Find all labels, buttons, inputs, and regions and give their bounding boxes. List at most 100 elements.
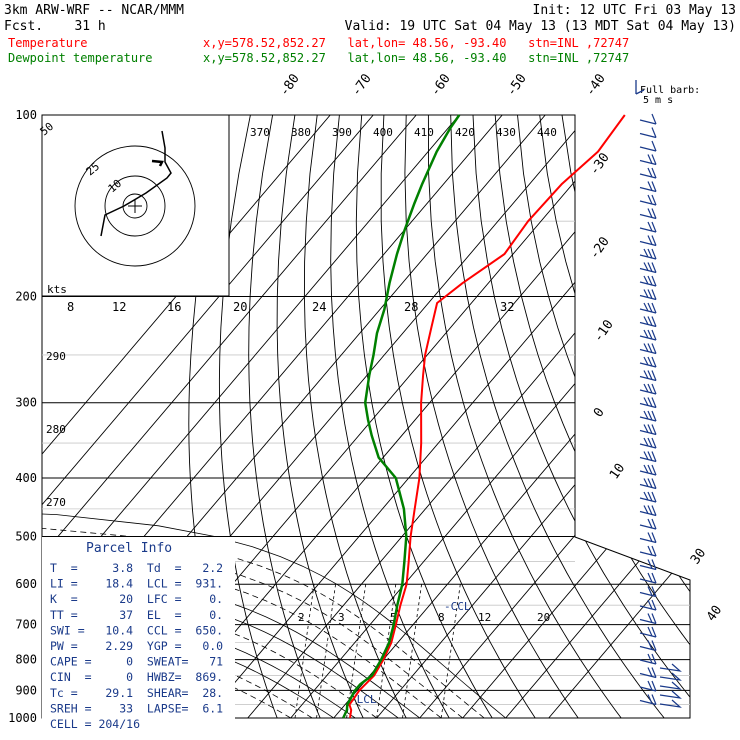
mixing-ratio-line xyxy=(402,584,423,718)
moist-adiabat-line xyxy=(42,565,377,718)
wind-barb xyxy=(639,140,657,152)
isotherm-line xyxy=(42,115,331,718)
wind-barb xyxy=(639,491,657,503)
wind-barb xyxy=(639,532,657,544)
theta-e-label: 390 xyxy=(332,126,352,139)
parcel-info-row: CELL = 204/16 xyxy=(50,717,140,731)
pressure-tick-label: 700 xyxy=(15,618,37,632)
pressure-tick-label: 300 xyxy=(15,396,37,410)
wind-barb xyxy=(639,127,657,139)
lcl-label: -LCL xyxy=(350,693,377,706)
theta-e-label: 370 xyxy=(250,126,270,139)
mixing-ratio-label: 12 xyxy=(478,611,491,624)
dewpoint-station-info: x,y=578.52,852.27 lat,lon= 48.56, -93.40… xyxy=(203,51,629,65)
theta-e-label: 410 xyxy=(414,126,434,139)
dry-adiabat-line xyxy=(696,115,740,718)
wind-barb xyxy=(639,248,657,260)
parcel-info-row: SREH = 33 LAPSE= 6.1 xyxy=(50,701,223,715)
wind-barb xyxy=(639,329,657,341)
isotherm-line xyxy=(505,115,690,718)
wind-barb xyxy=(639,653,657,665)
wind-barb xyxy=(639,410,657,422)
pressure-tick-label: 400 xyxy=(15,471,37,485)
isotherm-line xyxy=(42,115,460,718)
parcel-info-row: CIN = 0 HWBZ= 869. xyxy=(50,670,223,684)
hodograph-ring xyxy=(104,175,166,237)
parcel-info-row: PW = 2.29 YGP = 0.0 xyxy=(50,639,223,653)
temperature-legend: Temperature xyxy=(8,36,87,50)
wind-barb xyxy=(639,694,657,706)
dry-adiabat-line xyxy=(672,115,690,718)
wind-barb xyxy=(639,221,657,233)
wind-barb xyxy=(639,437,657,449)
wind-barb xyxy=(639,478,657,490)
isotherm-line xyxy=(247,115,690,718)
parcel-info-row: CAPE = 0 SWEAT= 71 xyxy=(50,655,223,669)
parcel-info-row: TT = 37 EL = 0. xyxy=(50,608,223,622)
wind-barb xyxy=(639,356,657,368)
dry-adiabat-line xyxy=(539,115,690,718)
theta-left-label: 270 xyxy=(46,496,66,509)
wind-barb xyxy=(639,424,657,436)
wind-barb xyxy=(639,167,657,179)
dry-adiabat-line xyxy=(583,115,690,718)
wind-barb xyxy=(639,275,657,287)
mixing-ratio-line xyxy=(294,584,315,718)
isotherm-side-label: 0 xyxy=(591,405,608,420)
temperature-station-info: x,y=578.52,852.27 lat,lon= 48.56, -93.40… xyxy=(203,36,629,50)
dry-adiabat-line xyxy=(472,115,690,718)
wind-barb xyxy=(659,663,682,672)
dry-adiabat-line xyxy=(650,115,690,718)
pressure-tick-label: 100 xyxy=(15,108,37,122)
wind-barb xyxy=(639,586,657,598)
parcel-info-row: T = 3.8 Td = 2.2 xyxy=(50,561,223,575)
moist-adiabat-line xyxy=(42,502,485,718)
pressure-tick-label: 500 xyxy=(15,529,37,543)
hodograph-trace xyxy=(100,130,172,237)
wind-barb xyxy=(639,518,657,530)
wind-speed-scale-label: 28 xyxy=(404,300,418,314)
theta-left-label: 290 xyxy=(46,350,66,363)
isotherm-top-label: -40 xyxy=(583,71,609,99)
wind-barb xyxy=(639,640,657,652)
wind-barbs xyxy=(639,113,682,708)
wind-barb xyxy=(639,599,657,611)
isotherm-side-label: -10 xyxy=(591,317,617,345)
parcel-info-row: LI = 18.4 LCL = 931. xyxy=(50,577,223,591)
wind-barb xyxy=(639,316,657,328)
wind-barb xyxy=(639,194,657,206)
model-title: 3km ARW-WRF -- NCAR/MMM xyxy=(4,3,184,18)
dry-adiabat-line xyxy=(517,115,690,718)
theta-e-label: 400 xyxy=(373,126,393,139)
isotherm-side-label: -20 xyxy=(587,234,613,262)
dry-adiabat-line xyxy=(494,115,690,718)
mixing-ratio-line xyxy=(440,584,461,718)
dewpoint-legend: Dewpoint temperature xyxy=(8,51,153,65)
ccl-label: -CCL xyxy=(444,600,471,613)
isotherm-line xyxy=(376,115,690,718)
forecast-hour: Fcst. 31 h xyxy=(4,19,106,34)
isotherm-line xyxy=(290,115,690,718)
wind-barb xyxy=(639,235,657,247)
theta-e-label: 440 xyxy=(537,126,557,139)
dry-adiabat-line xyxy=(450,115,665,718)
wind-barb xyxy=(639,464,657,476)
wind-barb xyxy=(659,672,682,681)
wind-speed-scale-label: 16 xyxy=(167,300,181,314)
dry-adiabat-line xyxy=(404,115,579,718)
wind-barb xyxy=(639,208,657,220)
isotherm-line xyxy=(42,115,417,718)
theta-e-label: 420 xyxy=(455,126,475,139)
isotherm-line xyxy=(462,115,690,718)
parcel-info-title: Parcel Info xyxy=(86,541,172,556)
wind-speed-scale-label: 24 xyxy=(312,300,326,314)
temperature-profile-line xyxy=(348,114,626,719)
wind-barb xyxy=(639,680,657,692)
wind-barb xyxy=(659,699,682,708)
wind-barb xyxy=(639,559,657,571)
wind-barb xyxy=(639,343,657,355)
isotherm-right-label: 40 xyxy=(704,603,725,624)
wind-speed-scale-label: 20 xyxy=(233,300,247,314)
